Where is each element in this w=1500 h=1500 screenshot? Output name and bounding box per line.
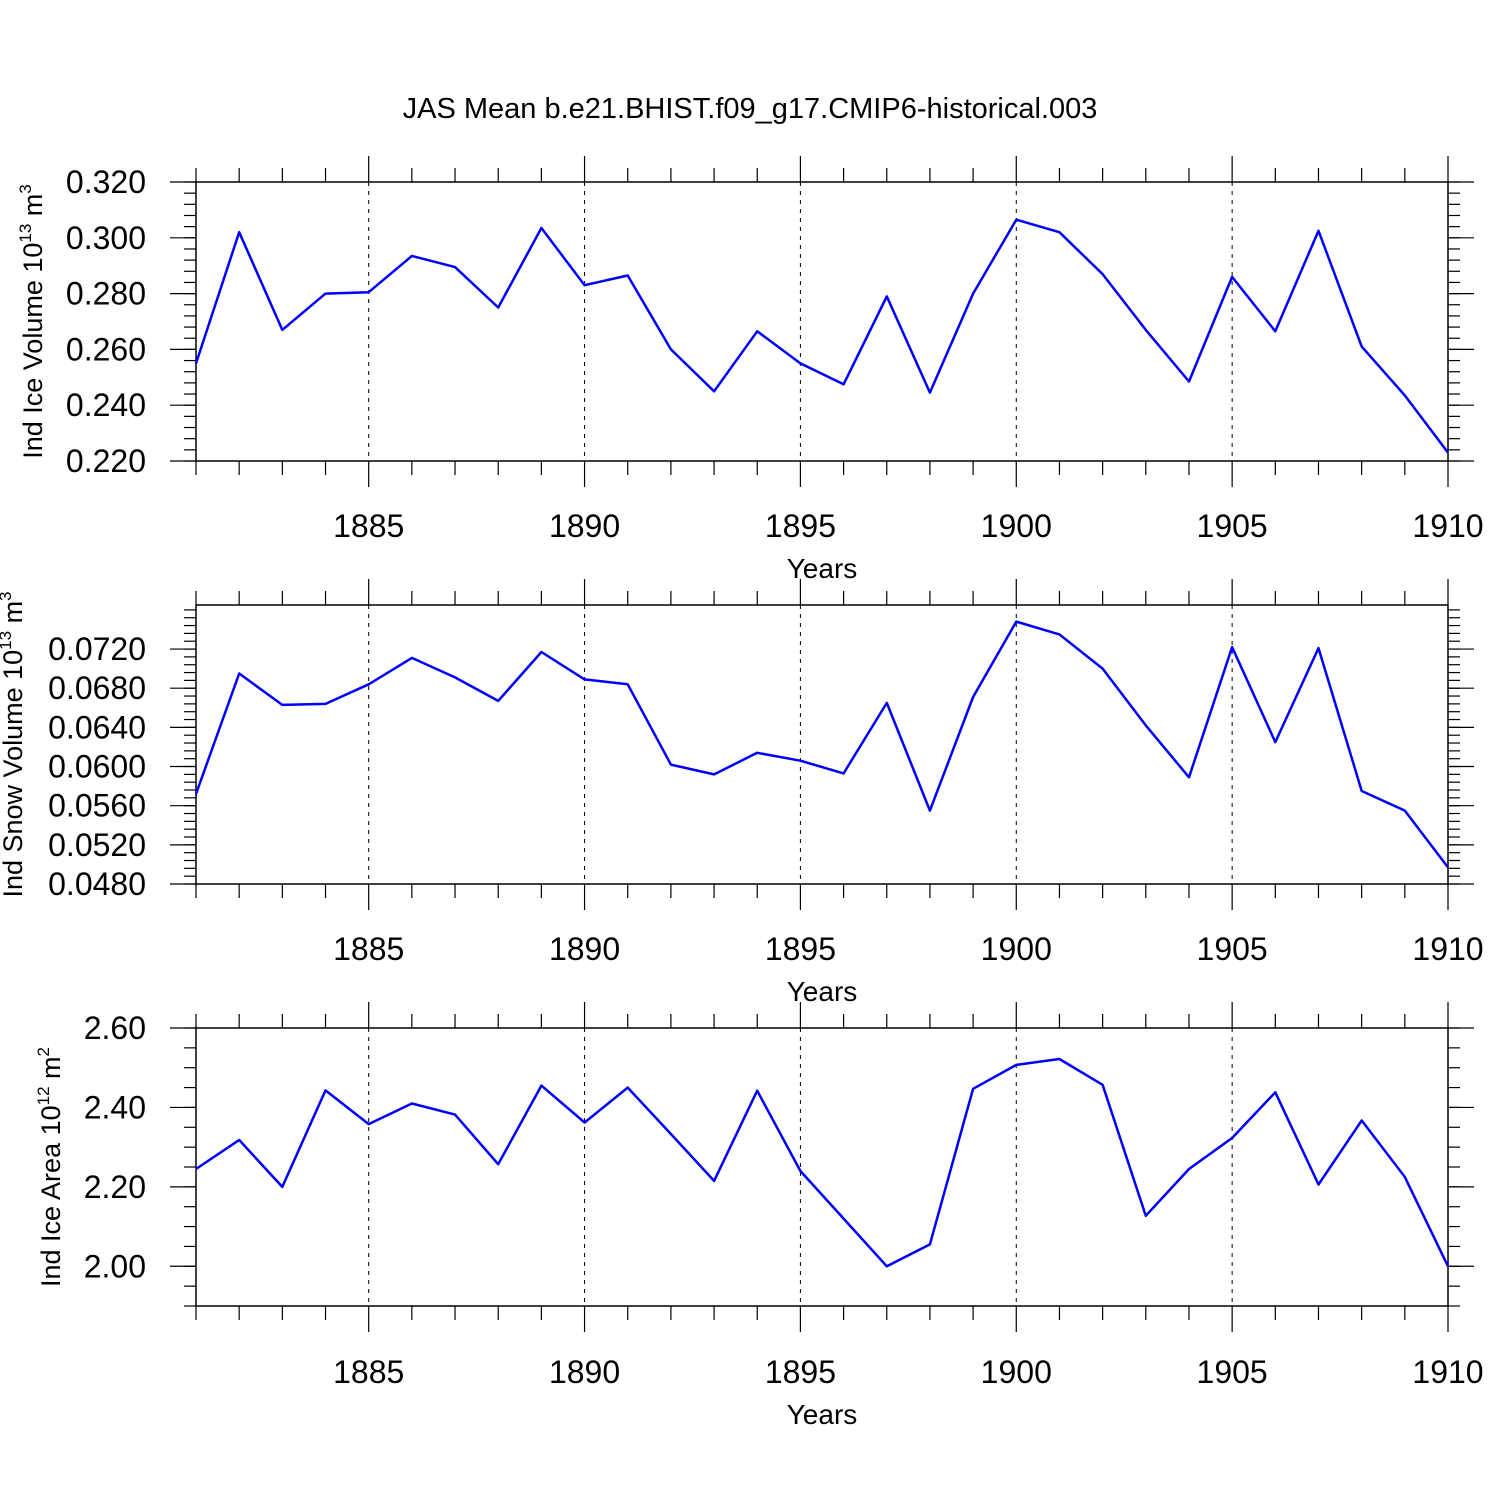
x-tick-label: 1905: [1197, 508, 1268, 544]
y-axis-label-exponent: 13: [0, 631, 15, 650]
y-axis-label-exponent: 3: [16, 184, 35, 193]
panel-ice-volume: 0.220 0.240 0.260 0.280 0.300 0.320 1885 1890 18…: [16, 156, 1484, 584]
y-axis-label-part: m: [36, 1056, 66, 1086]
y-axis-label-part: Ind Snow Volume 10: [0, 650, 28, 898]
plot-frame: [195, 1027, 1449, 1307]
panel-ice-area: 2.00 2.20 2.40 2.60 1885 1890 1895 1900 1905 1910…: [34, 1002, 1484, 1430]
x-axis-label: Years: [787, 553, 858, 584]
y-axis-label: Ind Snow Volume 1013 m3: [0, 591, 28, 897]
y-tick-label: 2.00: [84, 1248, 146, 1284]
y-tick-label: 0.0520: [48, 827, 146, 863]
x-tick-label: 1910: [1412, 931, 1483, 967]
x-tick-label: 1890: [549, 508, 620, 544]
y-tick-label: 2.60: [84, 1010, 146, 1046]
y-axis-label-part: m: [18, 194, 48, 224]
x-tick-label: 1910: [1412, 1354, 1483, 1390]
x-tick-label: 1900: [981, 1354, 1052, 1390]
x-tick-label: 1885: [333, 508, 404, 544]
y-tick-label: 2.40: [84, 1089, 146, 1125]
y-axis-label-part: Ind Ice Area 10: [36, 1105, 66, 1287]
series-line: [194, 218, 1449, 454]
x-tick-label: 1895: [765, 508, 836, 544]
series-line: [195, 1057, 1450, 1268]
y-axis-label: Ind Ice Area 1012 m2: [34, 1047, 66, 1287]
x-axis-label: Years: [787, 976, 858, 1007]
y-tick-label: 0.0600: [48, 749, 146, 785]
x-tick-label: 1890: [549, 1354, 620, 1390]
y-axis-label-exponent: 13: [16, 224, 35, 243]
y-axis-label-exponent: 12: [34, 1086, 53, 1105]
x-axis-label: Years: [787, 1399, 858, 1430]
y-axis-label-part: m: [0, 601, 28, 631]
x-tick-label: 1890: [549, 931, 620, 967]
y-tick-label: 0.240: [66, 387, 146, 423]
x-tick-label: 1900: [981, 931, 1052, 967]
plot-frame: [195, 181, 1449, 462]
x-tick-label: 1895: [765, 1354, 836, 1390]
y-axis-label-exponent: 2: [34, 1047, 53, 1056]
y-tick-label: 0.280: [66, 276, 146, 312]
y-tick-label: 0.300: [66, 220, 146, 256]
y-tick-label: 0.0640: [48, 709, 146, 745]
y-tick-label: 0.0560: [48, 788, 146, 824]
x-tick-label: 1885: [333, 1354, 404, 1390]
y-tick-label: 0.0720: [48, 631, 146, 667]
y-tick-label: 0.320: [66, 164, 146, 200]
y-tick-label: 0.0480: [48, 866, 146, 902]
x-tick-label: 1910: [1412, 508, 1483, 544]
x-tick-label: 1905: [1197, 931, 1268, 967]
figure-title: JAS Mean b.e21.BHIST.f09_g17.CMIP6-histo…: [403, 93, 1098, 125]
x-tick-label: 1905: [1197, 1354, 1268, 1390]
y-tick-label: 0.0680: [48, 670, 146, 706]
plot-frame: [195, 604, 1449, 885]
y-tick-label: 0.260: [66, 331, 146, 367]
y-axis-label-part: Ind Ice Volume 10: [18, 243, 48, 459]
series-line: [194, 620, 1449, 869]
y-tick-label: 2.20: [84, 1169, 146, 1205]
x-tick-label: 1885: [333, 931, 404, 967]
y-tick-label: 0.220: [66, 443, 146, 479]
y-axis-label-exponent: 3: [0, 591, 15, 600]
x-tick-label: 1900: [981, 508, 1052, 544]
x-tick-label: 1895: [765, 931, 836, 967]
y-axis-label: Ind Ice Volume 1013 m3: [16, 184, 48, 459]
